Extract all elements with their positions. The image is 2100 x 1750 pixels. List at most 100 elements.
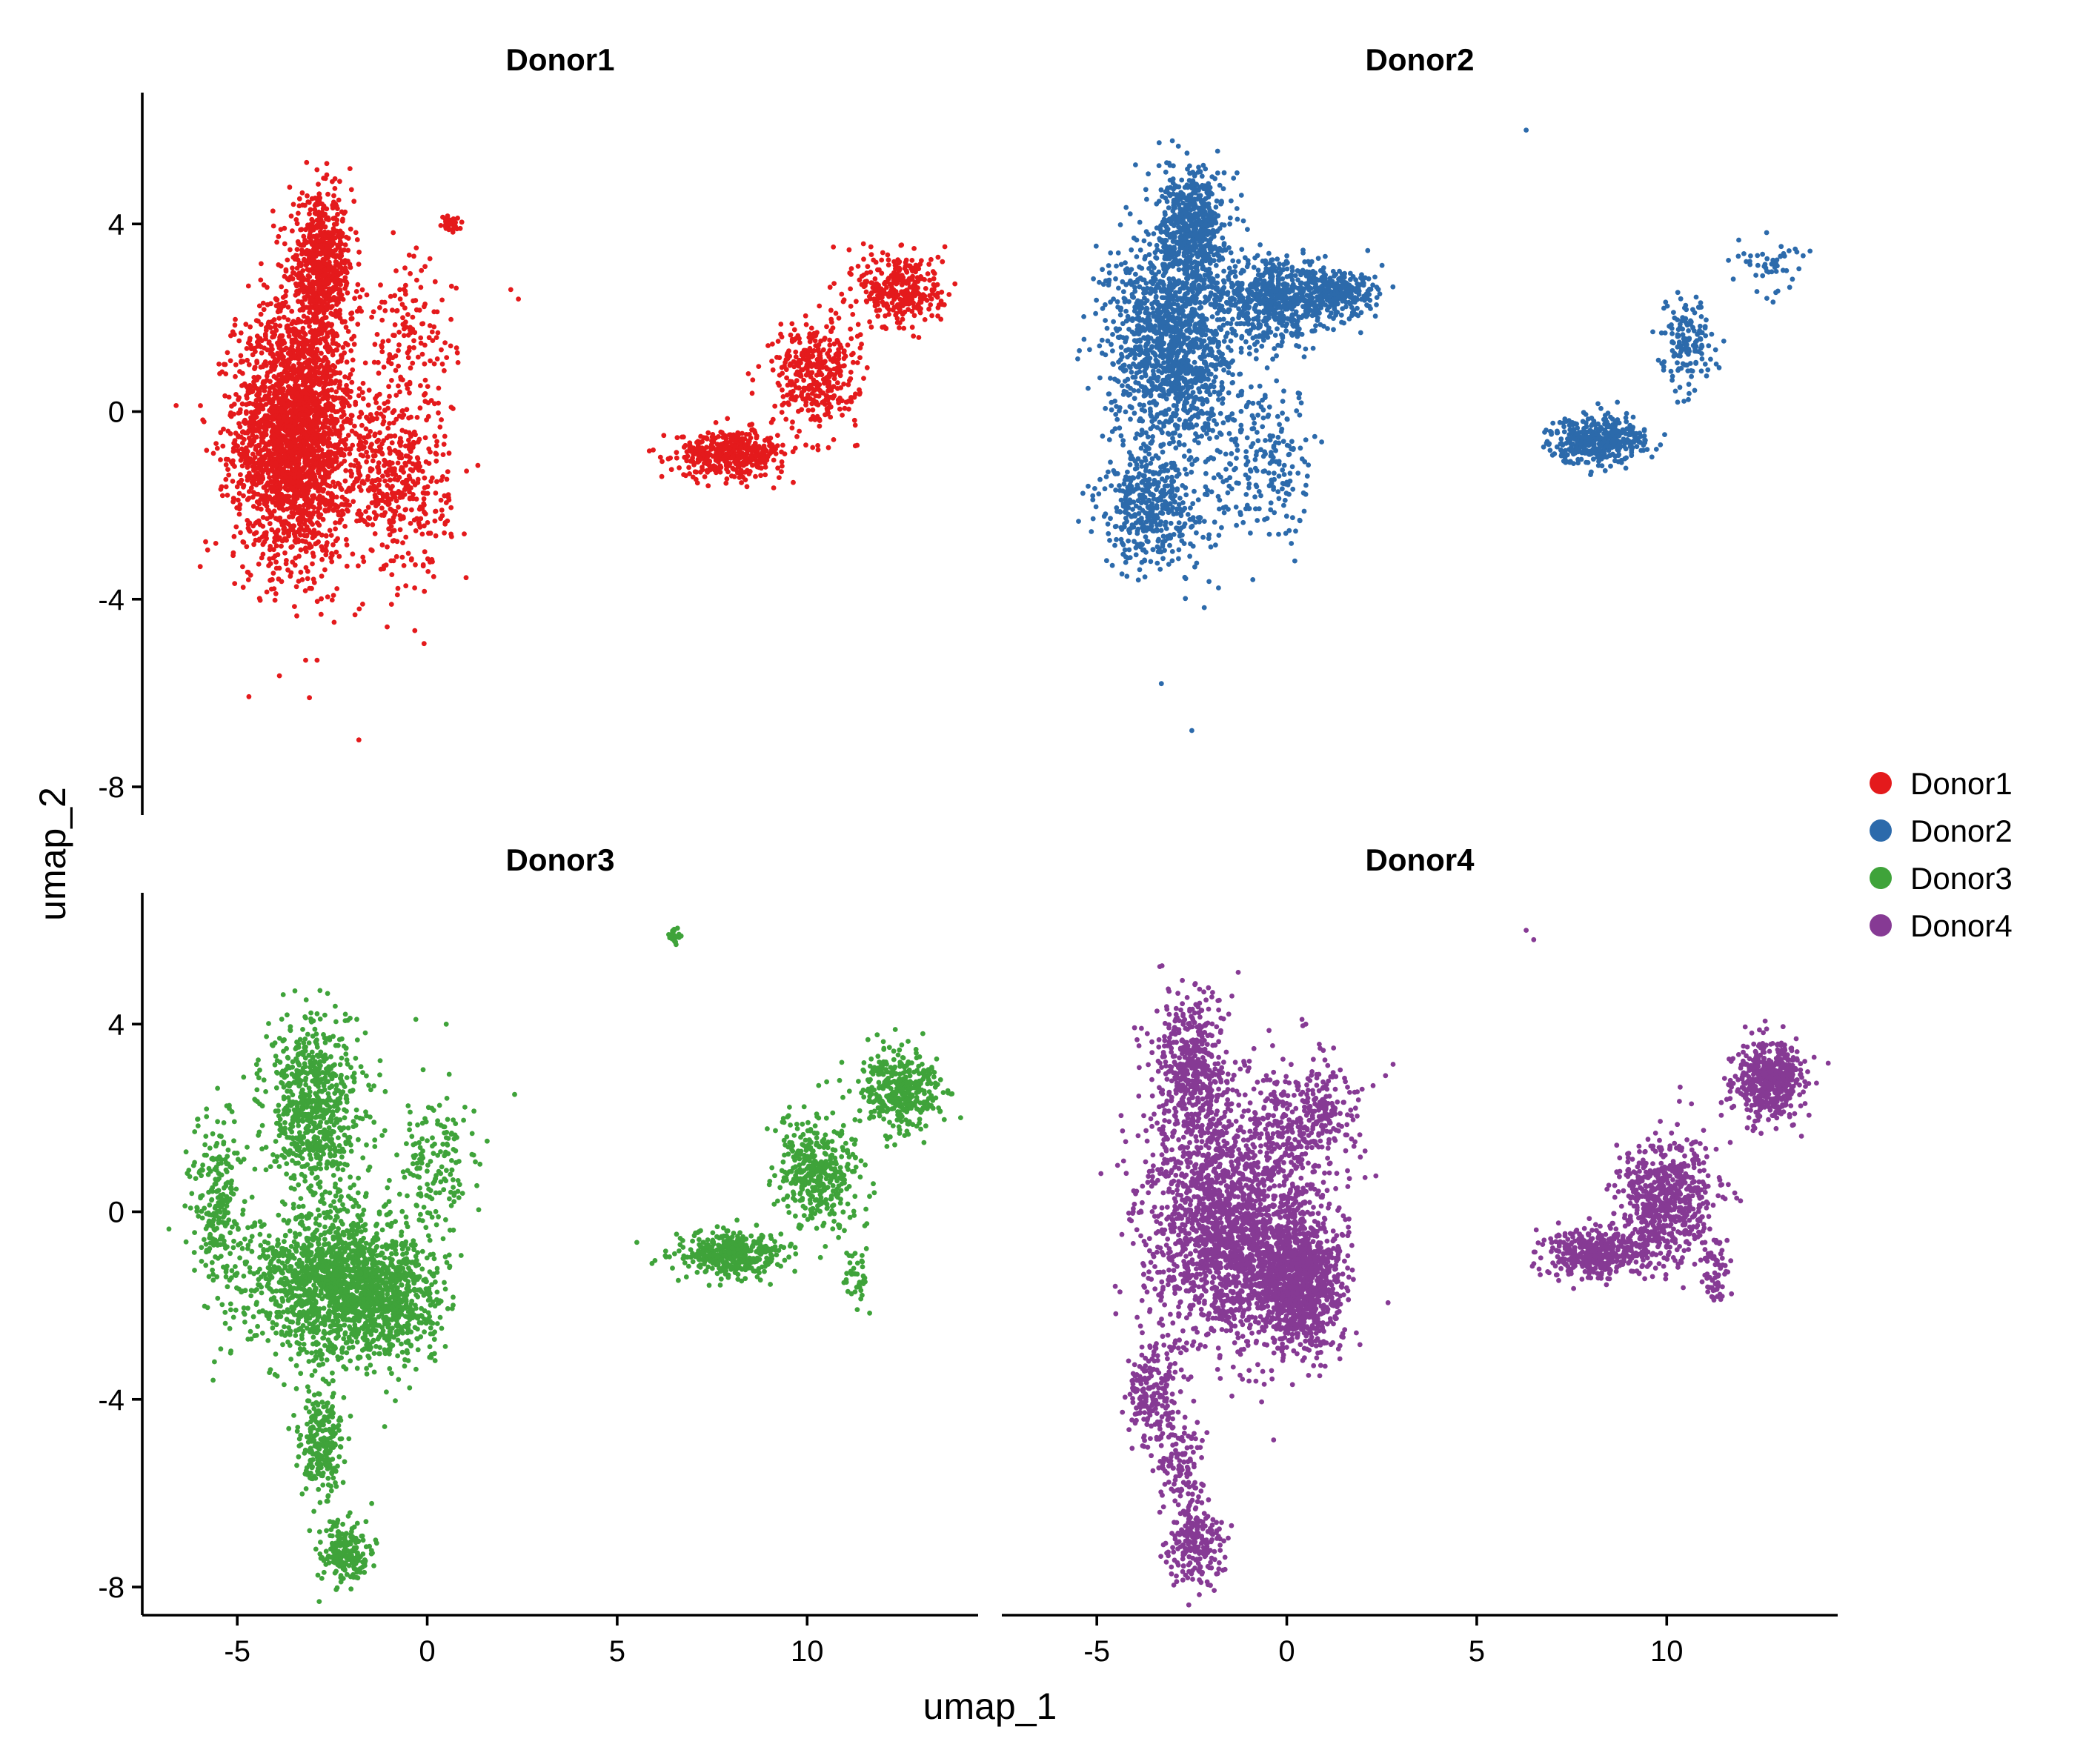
data-point xyxy=(273,460,279,465)
data-point xyxy=(330,328,336,334)
data-point xyxy=(386,501,392,507)
data-point xyxy=(316,488,321,494)
data-point xyxy=(400,377,405,383)
data-point xyxy=(448,531,453,537)
data-point xyxy=(780,463,785,469)
data-point xyxy=(381,419,387,425)
data-point xyxy=(279,352,285,358)
data-point xyxy=(238,353,244,359)
data-point xyxy=(270,223,276,229)
data-point xyxy=(343,279,349,285)
data-point xyxy=(841,382,846,387)
data-point xyxy=(402,326,407,332)
data-point xyxy=(779,334,785,340)
data-point xyxy=(289,308,295,314)
data-point xyxy=(270,330,275,335)
data-point xyxy=(788,332,794,338)
data-point xyxy=(939,289,945,295)
data-point xyxy=(374,499,380,505)
data-point xyxy=(321,322,327,327)
data-point xyxy=(264,589,270,595)
data-point xyxy=(415,480,421,485)
data-point xyxy=(405,355,411,361)
data-point xyxy=(848,266,854,271)
data-point xyxy=(378,282,383,288)
data-point xyxy=(397,287,402,293)
data-point xyxy=(803,402,808,407)
data-point xyxy=(453,345,459,350)
data-point xyxy=(745,371,751,376)
data-point xyxy=(319,264,324,270)
data-point xyxy=(388,433,393,439)
data-point xyxy=(922,317,928,322)
data-point xyxy=(373,400,379,405)
data-point xyxy=(272,539,277,545)
data-point xyxy=(686,465,691,470)
data-point xyxy=(397,439,403,445)
data-point xyxy=(446,450,452,456)
data-point xyxy=(854,299,859,305)
data-point xyxy=(210,450,216,456)
data-point xyxy=(834,386,840,391)
data-point xyxy=(325,230,331,235)
data-point xyxy=(723,480,729,486)
data-point xyxy=(848,326,853,332)
data-point xyxy=(794,433,800,439)
data-point xyxy=(308,544,314,550)
data-point xyxy=(417,405,423,411)
data-point xyxy=(816,393,822,399)
data-point xyxy=(392,322,398,327)
data-point xyxy=(310,270,316,276)
data-point xyxy=(213,441,219,446)
data-point xyxy=(297,468,303,474)
data-point xyxy=(928,256,934,262)
data-point xyxy=(328,310,334,316)
data-point xyxy=(256,422,262,428)
data-point xyxy=(432,518,438,524)
data-point xyxy=(359,308,364,314)
data-point xyxy=(799,390,805,395)
data-point xyxy=(809,370,815,376)
data-point xyxy=(295,257,301,263)
data-point xyxy=(332,380,338,386)
data-point xyxy=(361,481,367,486)
data-point xyxy=(296,515,302,521)
data-point xyxy=(292,562,298,568)
data-point xyxy=(835,380,840,386)
data-point xyxy=(277,337,282,342)
data-point xyxy=(337,228,343,234)
data-point xyxy=(824,324,829,330)
data-point xyxy=(303,348,309,354)
data-point xyxy=(317,505,323,510)
data-point xyxy=(322,369,328,375)
data-point xyxy=(704,468,710,473)
data-point xyxy=(402,265,408,271)
data-point xyxy=(325,540,330,545)
data-point xyxy=(308,305,314,310)
data-point xyxy=(230,448,236,454)
data-point xyxy=(302,528,308,533)
data-point xyxy=(310,225,315,231)
data-point xyxy=(681,445,687,450)
data-point xyxy=(227,358,233,364)
data-point xyxy=(245,357,250,363)
data-point xyxy=(370,478,376,483)
data-point xyxy=(385,624,390,630)
data-point xyxy=(305,315,310,321)
data-point xyxy=(309,217,315,222)
data-point xyxy=(731,474,737,479)
data-point xyxy=(269,586,274,592)
data-point xyxy=(240,359,246,365)
data-point xyxy=(444,476,450,482)
data-point xyxy=(448,405,454,410)
data-point xyxy=(294,247,300,252)
data-point xyxy=(442,522,448,527)
data-point xyxy=(228,410,233,416)
data-point xyxy=(273,532,279,538)
scatter-points xyxy=(173,159,958,743)
data-point xyxy=(435,330,441,336)
data-point xyxy=(305,372,310,378)
data-point xyxy=(817,303,823,309)
data-point xyxy=(741,459,746,465)
data-point xyxy=(863,289,869,295)
